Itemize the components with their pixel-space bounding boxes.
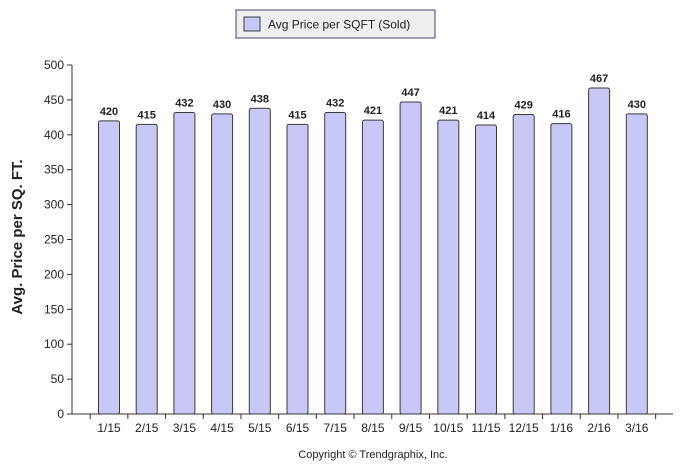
bar-3/15 — [173, 111, 196, 415]
y-tick-label: 250 — [44, 233, 64, 247]
y-tick-label: 50 — [51, 372, 65, 386]
legend-swatch — [243, 16, 261, 32]
x-tick-label-1/16: 1/16 — [550, 421, 574, 435]
data-label-3/16: 430 — [628, 99, 646, 111]
x-tick-label-11/15: 11/15 — [471, 421, 500, 435]
bar-11/15 — [475, 124, 497, 415]
data-label-5/15: 438 — [251, 93, 269, 105]
x-tick-label-5/15: 5/15 — [248, 421, 272, 435]
x-tick-label-2/15: 2/15 — [135, 421, 159, 435]
bar-2/15 — [135, 123, 158, 415]
x-tick-label-1/15: 1/15 — [97, 421, 121, 435]
bar-5/15 — [248, 107, 271, 415]
x-tick-label-6/15: 6/15 — [286, 421, 310, 435]
data-label-10/15: 421 — [439, 105, 457, 117]
y-tick-label: 150 — [44, 302, 64, 316]
x-tick-label-4/15: 4/15 — [210, 421, 234, 435]
data-label-2/15: 415 — [138, 109, 156, 121]
bar-4/15 — [211, 113, 234, 415]
x-tick-label-3/15: 3/15 — [173, 421, 197, 435]
bar-1/15 — [98, 120, 120, 415]
y-tick-label: 450 — [44, 93, 64, 107]
x-tick-label-3/16: 3/16 — [625, 421, 649, 435]
legend-box — [235, 9, 436, 39]
data-label-11/15: 414 — [477, 110, 496, 122]
data-label-1/16: 416 — [552, 109, 570, 121]
x-tick-label-9/15: 9/15 — [399, 421, 423, 435]
data-labels: 420 415 432 430 438 415 432 421 447 421 414 429 416 4… — [100, 73, 646, 122]
bar-2/16 — [588, 87, 611, 415]
bar-1/16 — [550, 123, 573, 415]
y-tick-label: 200 — [44, 267, 64, 281]
y-tick-label: 500 — [44, 58, 64, 72]
legend: Avg Price per SQFT (Sold) — [235, 9, 436, 39]
y-tick-label: 400 — [44, 128, 64, 142]
bar-9/15 — [399, 101, 422, 415]
data-label-7/15: 432 — [326, 97, 344, 109]
data-label-4/15: 430 — [213, 99, 231, 111]
bar-7/15 — [324, 111, 347, 415]
data-label-2/16: 467 — [590, 73, 608, 85]
y-tick-label: 350 — [44, 163, 64, 177]
data-label-9/15: 447 — [401, 87, 419, 99]
bar-6/15 — [286, 123, 309, 415]
legend-label: Avg Price per SQFT (Sold) — [268, 18, 410, 32]
data-label-6/15: 415 — [288, 109, 306, 121]
x-tick-label-8/15: 8/15 — [361, 421, 385, 435]
data-label-8/15: 421 — [364, 105, 382, 117]
bar-10/15 — [437, 119, 460, 415]
x-tick-label-7/15: 7/15 — [324, 421, 348, 435]
x-tick-label-12/15: 12/15 — [509, 421, 539, 435]
data-label-3/15: 432 — [175, 97, 193, 109]
data-label-1/15: 420 — [100, 106, 118, 118]
y-tick-label: 0 — [57, 407, 64, 421]
copyright-text: Copyright © Trendgraphix, Inc. — [298, 449, 447, 461]
x-tick-label-10/15: 10/15 — [433, 421, 463, 435]
bar-3/16 — [625, 113, 648, 415]
bars — [98, 87, 648, 415]
data-label-12/15: 429 — [515, 100, 533, 112]
x-tick-labels: 1/15 2/15 3/15 4/15 5/15 6/15 7/15 8/15 9/15 10/1… — [97, 421, 648, 435]
y-axis-label: Avg. Price per SQ. FT. — [9, 159, 26, 314]
y-tick-label: 100 — [44, 337, 64, 351]
bar-12/15 — [512, 114, 535, 415]
bar-8/15 — [361, 119, 384, 415]
y-tick-labels: 0 50 100 150 200 250 300 350 400 450 500 — [44, 58, 64, 421]
y-tick-label: 300 — [44, 198, 64, 212]
x-tick-label-2/16: 2/16 — [587, 421, 611, 435]
